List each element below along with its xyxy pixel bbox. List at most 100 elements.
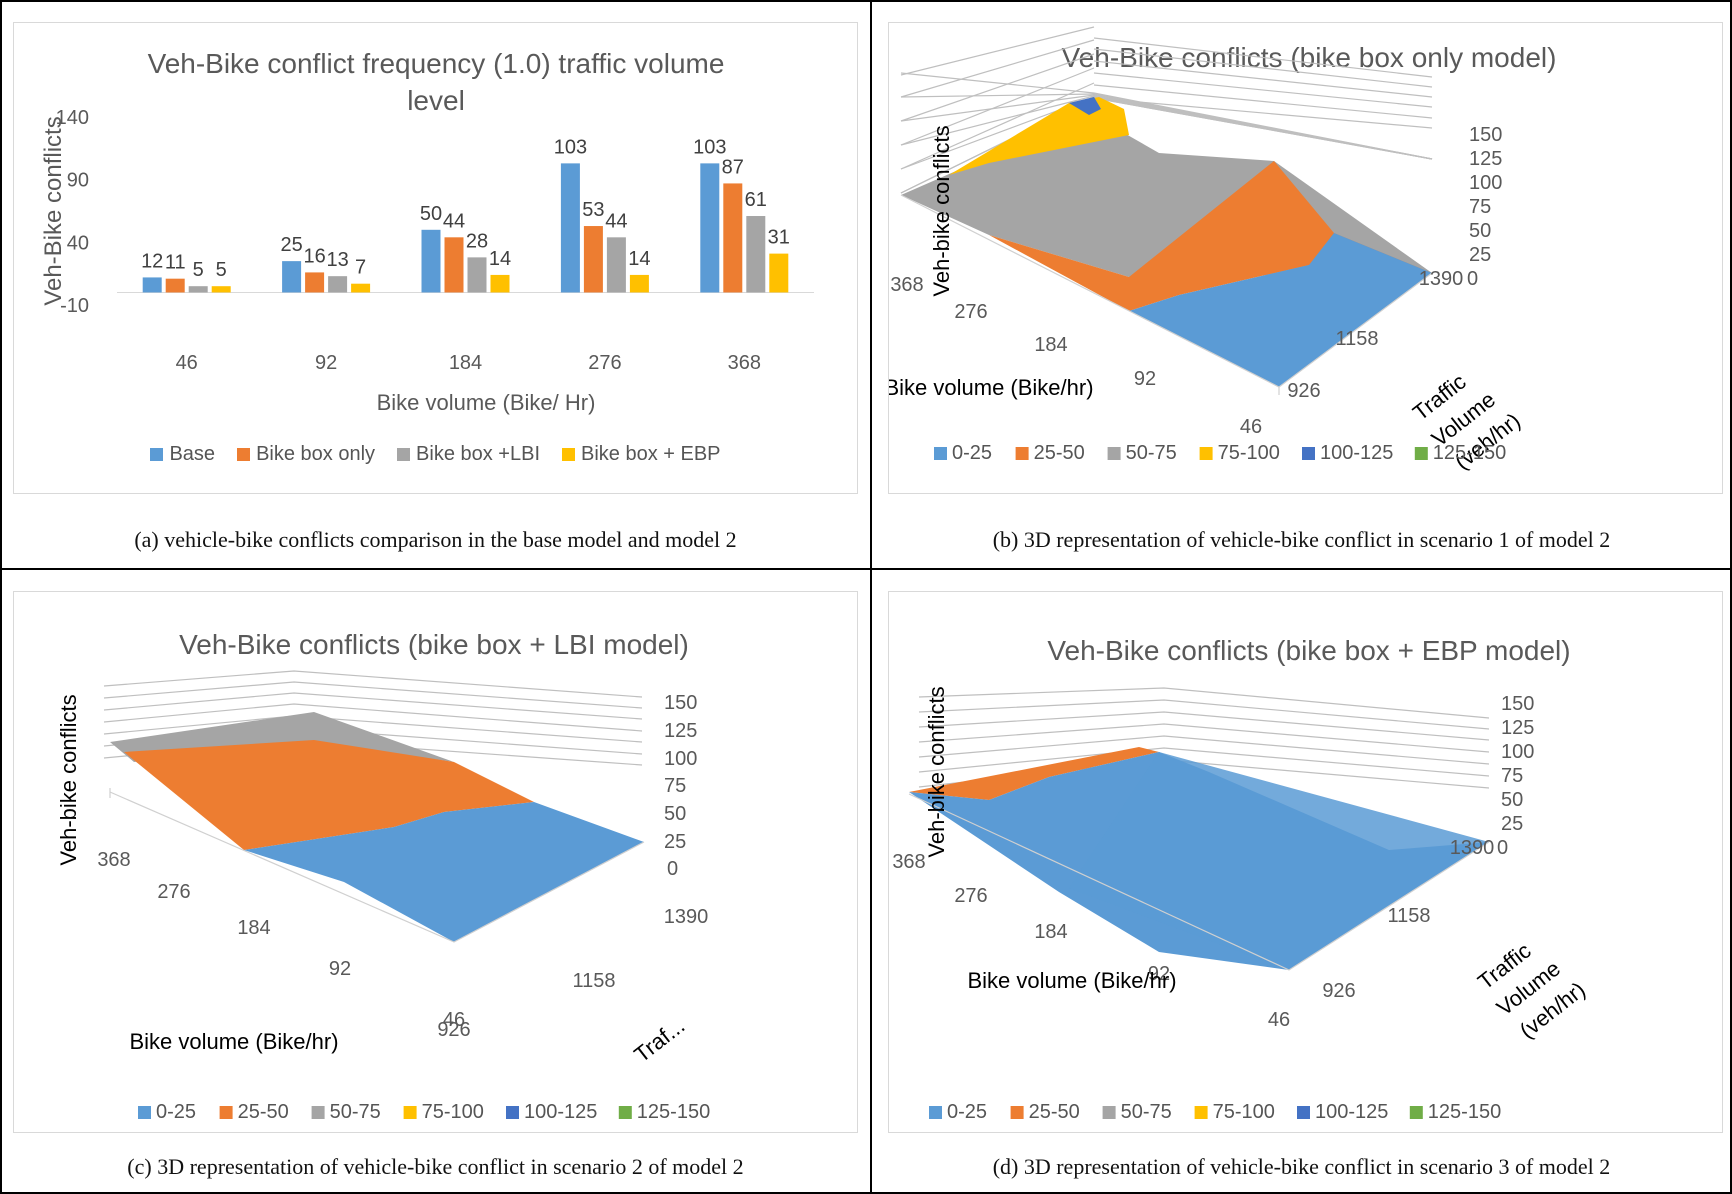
wall-gridline <box>900 26 1095 76</box>
wall-gridline <box>900 82 1095 170</box>
surface-region <box>1129 233 1432 387</box>
wall-gridline <box>1093 84 1433 119</box>
bar <box>211 286 231 293</box>
surface-region <box>244 802 644 942</box>
x-tick-label: 184 <box>1034 334 1067 356</box>
x-tick-label: 368 <box>892 851 925 873</box>
bar-legend: Base Bike box only Bike box +LBI Bike bo… <box>14 443 857 466</box>
z-tick-label: 50 <box>1501 789 1523 811</box>
legend-swatch <box>138 1106 151 1119</box>
wall-gridline <box>103 681 643 709</box>
wall-gridline <box>918 699 1490 730</box>
legend-swatch <box>1015 447 1029 460</box>
legend-label: 125-150 <box>1428 1101 1501 1123</box>
legend-item-bike-box-only: Bike box only <box>237 443 375 466</box>
y-tick-label: 1390 <box>1450 837 1495 859</box>
surface-region <box>124 740 534 850</box>
x-tick-label: 92 <box>1148 963 1170 985</box>
x-tick-label: 46 <box>176 352 198 374</box>
surface-chart-d: Veh-Bike conflicts (bike box + EBP model… <box>892 635 1590 1123</box>
wall-gridline <box>918 687 1490 719</box>
y-tick-label: 1390 <box>664 906 709 928</box>
y-tick-label: 926 <box>1287 380 1320 402</box>
bar <box>188 286 208 293</box>
legend-label: 100-125 <box>1315 1101 1388 1123</box>
legend-label: 0-25 <box>947 1101 987 1123</box>
bar-chart: Veh-Bike conflict frequency (1.0) traffi… <box>40 48 814 415</box>
surface-d-frame: Veh-Bike conflicts (bike box + EBP model… <box>888 591 1723 1133</box>
y-tick-label: 140 <box>56 107 89 129</box>
x-axis-title: Bike volume (Bike/hr) <box>967 968 1176 993</box>
z-tick-label: 125 <box>664 720 697 742</box>
x-tick-label: 46 <box>1268 1009 1290 1031</box>
bar <box>746 216 766 293</box>
z-tick-label: 25 <box>1501 813 1523 835</box>
wall-gridline <box>1093 72 1433 108</box>
y-tick-label: 1390 <box>1419 268 1464 290</box>
legend-swatch <box>1302 447 1315 460</box>
x-tick-label: 368 <box>728 352 761 374</box>
data-label: 61 <box>745 189 767 211</box>
z-tick-label: 50 <box>664 803 686 825</box>
z-tick-label: 100 <box>1501 741 1534 763</box>
legend-label: 75-100 <box>1213 1101 1275 1123</box>
legend-swatch <box>618 1106 632 1119</box>
legend-item-bike-box-ebp: Bike box + EBP <box>562 443 721 466</box>
x-axis-title: Bike volume (Bike/hr) <box>889 375 1094 400</box>
data-label: 28 <box>466 230 488 252</box>
data-label: 12 <box>141 250 163 272</box>
wall-gridline <box>900 95 1433 160</box>
data-label: 14 <box>489 248 511 270</box>
legend-label: 25-50 <box>1029 1101 1080 1123</box>
data-label: 25 <box>280 234 302 256</box>
y-tick-label: 1158 <box>1387 905 1430 927</box>
bar <box>351 283 371 293</box>
z-tick-label: 150 <box>664 692 697 714</box>
z-axis-title: Veh-bike conflicts <box>924 686 949 857</box>
legend-swatch <box>311 1106 325 1119</box>
legend-swatch <box>1107 447 1121 460</box>
floor-edge <box>908 793 1490 971</box>
data-label: 53 <box>582 199 604 221</box>
wall-gridline <box>918 711 1490 741</box>
x-tick-label: 276 <box>954 885 987 907</box>
legend-label: 0-25 <box>952 442 992 464</box>
legend-label: 125-150 <box>637 1101 710 1123</box>
z-tick-label: 75 <box>1501 765 1523 787</box>
y-tick-label: 1158 <box>1335 328 1378 350</box>
wall-gridline <box>918 735 1490 765</box>
chart-title: Veh-Bike conflict frequency (1.0) traffi… <box>148 48 725 79</box>
x-tick-label: 46 <box>1240 416 1262 438</box>
caption-b: (b) 3D representation of vehicle-bike co… <box>992 527 1611 552</box>
surface-region <box>1069 752 1489 970</box>
bar <box>723 183 743 293</box>
x-tick-label: 184 <box>449 352 482 374</box>
bar <box>328 276 348 293</box>
x-tick-label: 368 <box>890 274 923 296</box>
x-tick-label: 184 <box>237 917 270 939</box>
wall-gridline <box>900 53 1095 122</box>
surface-chart-c: Veh-Bike conflicts (bike box + LBI model… <box>56 629 710 1123</box>
data-label: 44 <box>443 210 465 232</box>
x-tick-label: 276 <box>157 881 190 903</box>
z-tick-label: 125 <box>1469 148 1502 170</box>
surface-b-frame: Veh-Bike conflicts (bike box only model)… <box>888 22 1723 494</box>
legend-label: 100-125 <box>524 1101 597 1123</box>
x-tick-label: 92 <box>315 352 337 374</box>
bar-chart-frame: Veh-Bike conflict frequency (1.0) traffi… <box>13 22 858 494</box>
surface-region <box>909 747 1159 800</box>
data-label: 44 <box>605 210 627 232</box>
legend-swatch <box>219 1106 233 1119</box>
y-tick-label: -10 <box>60 295 89 317</box>
x-tick-label: 92 <box>329 958 351 980</box>
legend-label: 75-100 <box>1218 442 1280 464</box>
data-label: 16 <box>303 245 325 267</box>
data-label: 87 <box>722 156 744 178</box>
legend-swatch <box>1194 1106 1208 1119</box>
bar <box>142 277 162 293</box>
z-tick-label: 150 <box>1469 124 1502 146</box>
legend-label: 75-100 <box>422 1101 484 1123</box>
wall-gridline <box>103 703 643 732</box>
bar <box>444 237 464 293</box>
bar <box>560 163 580 293</box>
